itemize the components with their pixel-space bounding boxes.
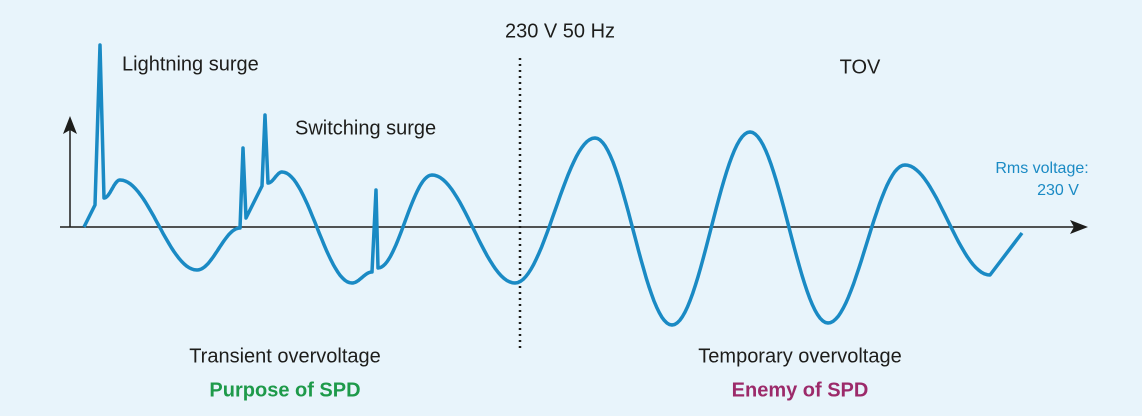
section-title: Temporary overvoltage <box>698 345 901 367</box>
lightning-label: Lightning surge <box>122 53 259 75</box>
rms-label: Rms voltage: <box>995 160 1088 177</box>
voltage-axis-arrow <box>63 116 77 134</box>
rms-label: 230 V <box>1037 182 1079 199</box>
frequency-label: 230 V 50 Hz <box>505 20 615 42</box>
section-title: Transient overvoltage <box>189 345 381 367</box>
time-axis-arrow <box>1070 220 1088 234</box>
waveform <box>82 43 1024 327</box>
switching-label: Switching surge <box>295 117 436 139</box>
section-note: Purpose of SPD <box>209 379 360 401</box>
tov-label: TOV <box>840 56 881 78</box>
section-note: Enemy of SPD <box>732 379 869 401</box>
